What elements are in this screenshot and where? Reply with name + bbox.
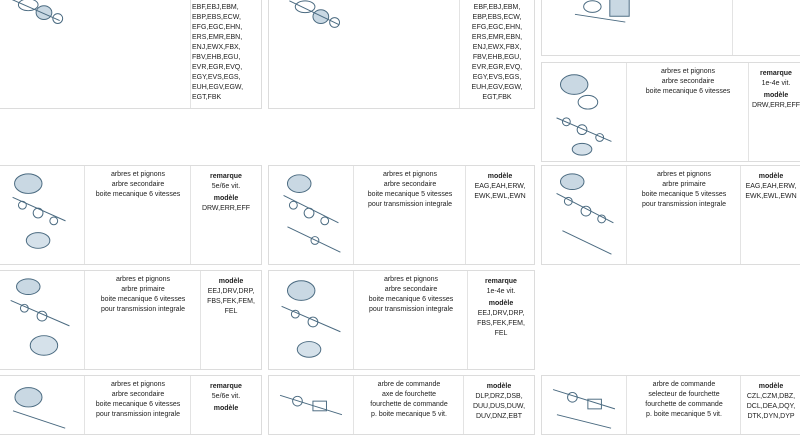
modele-label: modèle: [758, 173, 784, 180]
part-description: arbres et pignons arbre secondaire boite…: [367, 171, 453, 208]
remarque-label: remarque: [485, 278, 517, 285]
exploded-diagram-thumbnail[interactable]: [269, 166, 353, 264]
part-card[interactable]: arbres et pignons arbre secondaire boite…: [541, 62, 800, 162]
part-card[interactable]: arbres et pignons arbre secondaire boite…: [0, 375, 262, 435]
part-card[interactable]: arbre de commande selecteur de fourchett…: [541, 375, 800, 435]
exploded-diagram-thumbnail[interactable]: [542, 166, 626, 264]
exploded-diagram-thumbnail[interactable]: [0, 271, 84, 369]
part-description: arbre de commande selecteur de fourchett…: [645, 381, 723, 418]
model-codes: EEJ,DRV,DRP, FBS,FEK,FEM, FEL: [477, 310, 525, 337]
exploded-diagram-thumbnail[interactable]: [0, 166, 84, 264]
modele-label: modèle: [488, 300, 514, 307]
part-card[interactable]: arbres et pignons arbre primaire boite m…: [0, 270, 262, 370]
modele-label: modèle: [213, 405, 239, 412]
model-codes: EAG,EAH,ERW, EWK,EWL,EWN: [745, 183, 797, 200]
modele-label: modèle: [758, 383, 784, 390]
part-description: arbres et pignons arbre secondaire boite…: [95, 171, 181, 198]
model-codes: DZL,EBA,EBD, EBF,EBJ,EBM, EBP,EBS,ECW, E…: [192, 0, 244, 101]
exploded-diagram-thumbnail[interactable]: [269, 376, 353, 434]
part-card[interactable]: arbres et pignons arbre primaire boite m…: [541, 165, 800, 265]
modele-label: modèle: [213, 195, 239, 202]
part-card[interactable]: arbres et pignons arbre secondaire boite…: [0, 165, 262, 265]
part-description: arbres et pignons arbre secondaire boite…: [645, 68, 731, 95]
remark-value: 5e/6e vit.: [211, 393, 241, 400]
modele-label: modèle: [763, 92, 789, 99]
exploded-diagram-thumbnail[interactable]: [0, 376, 84, 434]
model-codes: DZL,EBA,EBD, EBF,EBJ,EBM, EBP,EBS,ECW, E…: [471, 0, 523, 101]
exploded-diagram-thumbnail[interactable]: [269, 271, 353, 369]
model-codes: CZL,CZM,DBZ, DCL,DEA,DQY, DTK,DYN,DYP: [746, 393, 796, 420]
exploded-diagram-thumbnail[interactable]: [542, 376, 626, 434]
exploded-diagram-thumbnail[interactable]: [562, 0, 646, 55]
modele-label: modèle: [486, 383, 512, 390]
part-card[interactable]: arbres et pignons arbre secondaire boite…: [268, 165, 535, 265]
exploded-diagram-thumbnail[interactable]: [542, 63, 626, 161]
part-card[interactable]: DZL,EBA,EBD, EBF,EBJ,EBM, EBP,EBS,ECW, E…: [0, 0, 262, 109]
model-codes: DRW,ERR,EFF: [201, 205, 251, 212]
part-card[interactable]: arbre de commande axe de fourchette four…: [268, 375, 535, 435]
part-description: arbre de commande axe de fourchette four…: [370, 381, 448, 418]
part-card[interactable]: arbres et pignons arbre secondaire boite…: [268, 270, 535, 370]
model-codes: DLP,DRZ,DSB, DUU,DUS,DUW, DUV,DNZ,EBT: [472, 393, 526, 420]
remarque-label: remarque: [210, 383, 242, 390]
part-description: arbres et pignons arbre secondaire boite…: [95, 381, 181, 418]
remarque-label: remarque: [760, 70, 792, 77]
model-codes: EEJ,DRV,DRP, FBS,FEK,FEM, FEL: [207, 288, 255, 315]
modele-label: modèle: [218, 278, 244, 285]
modele-label: modèle: [487, 173, 513, 180]
model-codes: DRW,ERR,EFF: [751, 102, 800, 109]
remark-value: 5e/6e vit.: [211, 183, 241, 190]
part-description: arbres et pignons arbre primaire boite m…: [100, 276, 186, 313]
remark-value: 1e-4e vit.: [486, 288, 516, 295]
model-codes: EAG,EAH,ERW, EWK,EWL,EWN: [474, 183, 526, 200]
remark-value: 1e-4e vit.: [761, 80, 791, 87]
part-card[interactable]: DZL,EBA,EBD, EBF,EBJ,EBM, EBP,EBS,ECW, E…: [268, 0, 535, 109]
part-description: arbres et pignons arbre primaire boite m…: [641, 171, 727, 208]
part-card[interactable]: [541, 0, 800, 56]
part-description: arbres et pignons arbre secondaire boite…: [368, 276, 454, 313]
remarque-label: remarque: [210, 173, 242, 180]
exploded-diagram-thumbnail[interactable]: [0, 0, 84, 108]
exploded-diagram-thumbnail[interactable]: [269, 0, 353, 108]
